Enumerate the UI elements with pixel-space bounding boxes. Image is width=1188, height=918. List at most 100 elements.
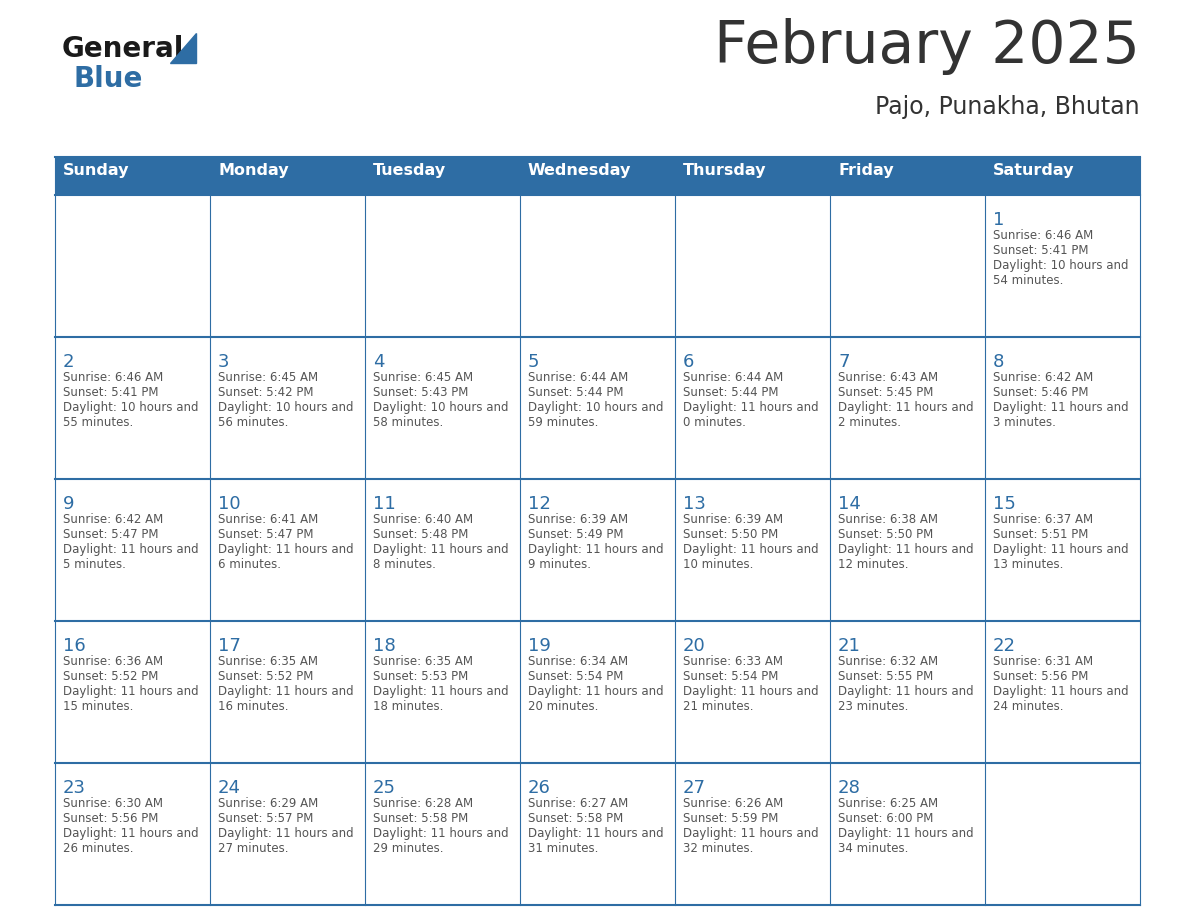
Text: Sunrise: 6:39 AM: Sunrise: 6:39 AM [683, 513, 783, 526]
Text: Daylight: 11 hours and: Daylight: 11 hours and [838, 685, 974, 698]
Text: Sunrise: 6:25 AM: Sunrise: 6:25 AM [838, 797, 939, 810]
Bar [675, 479, 830, 621]
Bar [210, 337, 365, 479]
Text: Sunset: 5:49 PM: Sunset: 5:49 PM [527, 528, 624, 541]
Text: 3: 3 [219, 353, 229, 371]
Bar [55, 337, 210, 479]
Text: 34 minutes.: 34 minutes. [838, 842, 909, 855]
Bar [520, 621, 675, 763]
Bar [55, 157, 1140, 195]
Text: 20: 20 [683, 637, 706, 655]
Text: Daylight: 10 hours and: Daylight: 10 hours and [373, 401, 508, 414]
Text: Sunset: 5:59 PM: Sunset: 5:59 PM [683, 812, 778, 825]
Text: Daylight: 11 hours and: Daylight: 11 hours and [683, 685, 819, 698]
Text: 2 minutes.: 2 minutes. [838, 416, 901, 429]
Text: 24: 24 [219, 779, 241, 797]
Text: Sunset: 5:47 PM: Sunset: 5:47 PM [219, 528, 314, 541]
Text: Sunset: 5:44 PM: Sunset: 5:44 PM [527, 386, 624, 399]
Text: Sunrise: 6:42 AM: Sunrise: 6:42 AM [63, 513, 163, 526]
Text: 23 minutes.: 23 minutes. [838, 700, 909, 713]
Text: 17: 17 [219, 637, 241, 655]
Text: Sunrise: 6:37 AM: Sunrise: 6:37 AM [993, 513, 1093, 526]
Text: 58 minutes.: 58 minutes. [373, 416, 443, 429]
Text: Daylight: 11 hours and: Daylight: 11 hours and [63, 827, 198, 840]
Text: Sunrise: 6:35 AM: Sunrise: 6:35 AM [219, 655, 318, 668]
Text: 7: 7 [838, 353, 849, 371]
Bar [210, 195, 365, 337]
Text: 11: 11 [373, 495, 396, 513]
Text: Daylight: 10 hours and: Daylight: 10 hours and [63, 401, 198, 414]
Bar [520, 195, 675, 337]
Text: Sunset: 5:45 PM: Sunset: 5:45 PM [838, 386, 934, 399]
Text: Daylight: 11 hours and: Daylight: 11 hours and [527, 543, 664, 556]
Text: Sunset: 5:58 PM: Sunset: 5:58 PM [373, 812, 468, 825]
Text: 5: 5 [527, 353, 539, 371]
Text: Sunrise: 6:31 AM: Sunrise: 6:31 AM [993, 655, 1093, 668]
Bar [520, 479, 675, 621]
Text: Sunset: 5:50 PM: Sunset: 5:50 PM [838, 528, 934, 541]
Text: 10 minutes.: 10 minutes. [683, 558, 753, 571]
Text: 24 minutes.: 24 minutes. [993, 700, 1063, 713]
Text: 16 minutes.: 16 minutes. [219, 700, 289, 713]
Text: 32 minutes.: 32 minutes. [683, 842, 753, 855]
Text: Daylight: 11 hours and: Daylight: 11 hours and [993, 685, 1129, 698]
Text: 19: 19 [527, 637, 551, 655]
Text: 8: 8 [993, 353, 1004, 371]
Bar [520, 763, 675, 905]
Text: Daylight: 11 hours and: Daylight: 11 hours and [63, 685, 198, 698]
Text: Wednesday: Wednesday [527, 162, 631, 177]
Bar [830, 479, 985, 621]
Text: 13: 13 [683, 495, 706, 513]
Text: Sunset: 5:55 PM: Sunset: 5:55 PM [838, 670, 934, 683]
Text: Daylight: 10 hours and: Daylight: 10 hours and [993, 259, 1129, 272]
Text: Blue: Blue [74, 65, 144, 93]
Text: Sunset: 5:58 PM: Sunset: 5:58 PM [527, 812, 624, 825]
Text: General: General [62, 35, 184, 63]
Bar [675, 763, 830, 905]
Text: Daylight: 11 hours and: Daylight: 11 hours and [838, 543, 974, 556]
Polygon shape [170, 33, 196, 63]
Text: Sunset: 5:52 PM: Sunset: 5:52 PM [63, 670, 158, 683]
Text: Daylight: 11 hours and: Daylight: 11 hours and [373, 543, 508, 556]
Text: 20 minutes.: 20 minutes. [527, 700, 599, 713]
Text: Monday: Monday [219, 162, 289, 177]
Text: 8 minutes.: 8 minutes. [373, 558, 436, 571]
Text: Daylight: 11 hours and: Daylight: 11 hours and [838, 401, 974, 414]
Text: 15: 15 [993, 495, 1016, 513]
Bar [365, 621, 520, 763]
Text: Sunrise: 6:34 AM: Sunrise: 6:34 AM [527, 655, 628, 668]
Text: Sunset: 5:56 PM: Sunset: 5:56 PM [993, 670, 1088, 683]
Text: 23: 23 [63, 779, 86, 797]
Text: Sunrise: 6:32 AM: Sunrise: 6:32 AM [838, 655, 939, 668]
Text: Sunrise: 6:44 AM: Sunrise: 6:44 AM [683, 371, 783, 384]
Text: 4: 4 [373, 353, 385, 371]
Bar [365, 763, 520, 905]
Text: Daylight: 11 hours and: Daylight: 11 hours and [373, 685, 508, 698]
Text: Daylight: 11 hours and: Daylight: 11 hours and [219, 827, 354, 840]
Text: Sunset: 5:48 PM: Sunset: 5:48 PM [373, 528, 468, 541]
Text: 6: 6 [683, 353, 694, 371]
Bar [365, 337, 520, 479]
Text: Daylight: 11 hours and: Daylight: 11 hours and [527, 827, 664, 840]
Bar [985, 763, 1140, 905]
Text: Sunset: 5:50 PM: Sunset: 5:50 PM [683, 528, 778, 541]
Text: Friday: Friday [838, 162, 893, 177]
Text: Sunrise: 6:46 AM: Sunrise: 6:46 AM [993, 229, 1093, 242]
Text: 31 minutes.: 31 minutes. [527, 842, 599, 855]
Text: 26: 26 [527, 779, 551, 797]
Text: Daylight: 10 hours and: Daylight: 10 hours and [219, 401, 354, 414]
Text: Sunset: 5:41 PM: Sunset: 5:41 PM [993, 244, 1088, 257]
Text: Sunset: 5:51 PM: Sunset: 5:51 PM [993, 528, 1088, 541]
Text: Sunrise: 6:30 AM: Sunrise: 6:30 AM [63, 797, 163, 810]
Bar [365, 195, 520, 337]
Text: 1: 1 [993, 211, 1004, 229]
Bar [985, 621, 1140, 763]
Bar [520, 337, 675, 479]
Bar [675, 195, 830, 337]
Text: Daylight: 11 hours and: Daylight: 11 hours and [993, 543, 1129, 556]
Text: Sunset: 5:52 PM: Sunset: 5:52 PM [219, 670, 314, 683]
Text: Sunset: 5:54 PM: Sunset: 5:54 PM [527, 670, 624, 683]
Text: Saturday: Saturday [993, 162, 1074, 177]
Bar [55, 621, 210, 763]
Text: Sunrise: 6:43 AM: Sunrise: 6:43 AM [838, 371, 939, 384]
